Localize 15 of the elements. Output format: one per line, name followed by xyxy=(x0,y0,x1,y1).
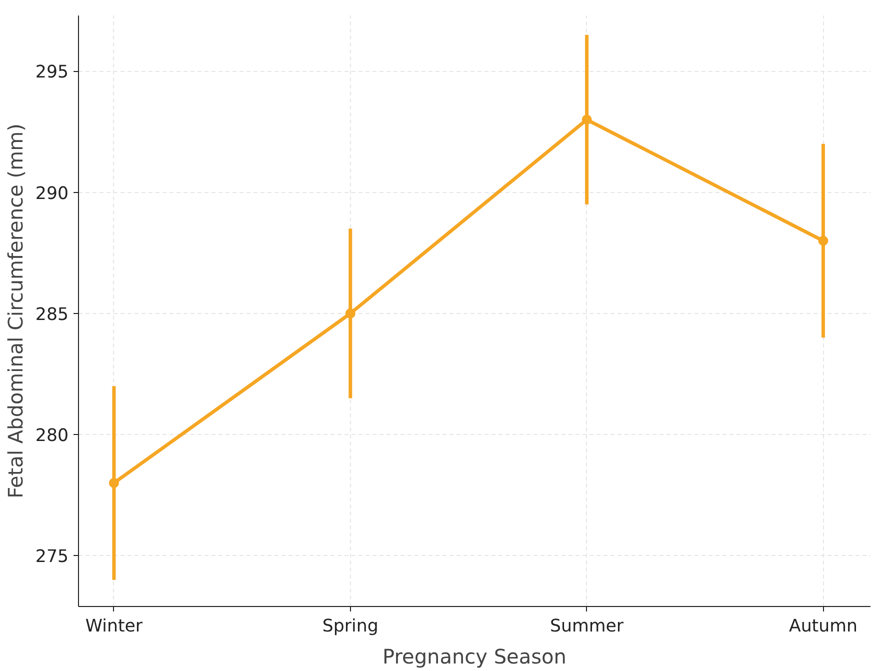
y-tick-label: 295 xyxy=(35,62,69,83)
point xyxy=(582,114,592,125)
y-tick-label: 290 xyxy=(35,184,69,204)
y-tick-label: 280 xyxy=(35,426,69,446)
x-tick-label: Spring xyxy=(322,616,378,636)
x-tick-label: Summer xyxy=(550,616,624,636)
y-axis-title: Fetal Abdominal Circumference (mm) xyxy=(3,124,28,498)
x-tick-label: Winter xyxy=(85,616,144,636)
x-tick-label: Autumn xyxy=(788,616,858,636)
y-tick-label: 285 xyxy=(35,304,69,325)
point xyxy=(108,478,119,488)
point xyxy=(345,308,356,318)
y-tick-label: 275 xyxy=(35,547,69,568)
x-axis-title: Pregnancy Season xyxy=(382,644,566,668)
point xyxy=(818,236,828,246)
